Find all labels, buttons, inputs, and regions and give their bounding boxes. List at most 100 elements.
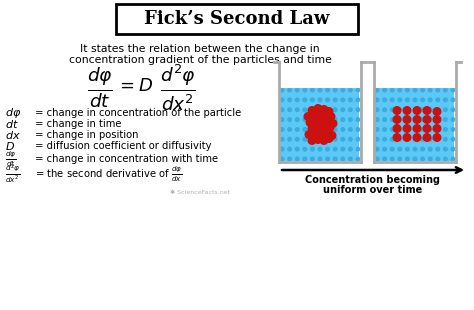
Text: $dt$: $dt$	[5, 118, 19, 130]
Circle shape	[433, 125, 441, 132]
Circle shape	[311, 130, 319, 137]
Circle shape	[421, 128, 424, 131]
Circle shape	[288, 157, 292, 161]
Circle shape	[398, 98, 401, 102]
Text: $dx$: $dx$	[5, 129, 21, 141]
Circle shape	[295, 138, 299, 141]
Circle shape	[333, 147, 337, 151]
Circle shape	[318, 138, 322, 141]
Circle shape	[436, 147, 439, 151]
Circle shape	[348, 108, 352, 112]
Circle shape	[391, 147, 394, 151]
Circle shape	[428, 108, 432, 112]
Circle shape	[316, 111, 324, 118]
Circle shape	[356, 157, 360, 161]
Circle shape	[288, 138, 292, 141]
Text: Concentration becoming: Concentration becoming	[306, 175, 440, 185]
Circle shape	[327, 113, 335, 120]
Circle shape	[348, 98, 352, 102]
Circle shape	[391, 138, 394, 141]
Circle shape	[406, 147, 409, 151]
Text: $= D$: $= D$	[117, 77, 154, 95]
Bar	[281, 87, 359, 161]
Circle shape	[303, 157, 307, 161]
Circle shape	[451, 138, 455, 141]
Circle shape	[391, 88, 394, 92]
Circle shape	[428, 118, 432, 122]
Circle shape	[444, 147, 447, 151]
Circle shape	[333, 157, 337, 161]
Circle shape	[280, 98, 284, 102]
Circle shape	[436, 157, 439, 161]
Circle shape	[356, 98, 360, 102]
Circle shape	[333, 118, 337, 122]
Text: It states the relation between the change in: It states the relation between the chang…	[80, 44, 320, 54]
Circle shape	[413, 134, 421, 141]
Circle shape	[433, 116, 441, 123]
Circle shape	[318, 157, 322, 161]
Circle shape	[383, 157, 386, 161]
Circle shape	[326, 118, 329, 122]
Circle shape	[406, 88, 409, 92]
Circle shape	[403, 116, 411, 123]
Circle shape	[356, 147, 360, 151]
Circle shape	[326, 108, 329, 112]
Circle shape	[398, 128, 401, 131]
Circle shape	[423, 134, 431, 141]
Circle shape	[398, 157, 401, 161]
Circle shape	[303, 108, 307, 112]
Circle shape	[391, 108, 394, 112]
Circle shape	[398, 88, 401, 92]
Circle shape	[329, 120, 337, 127]
Circle shape	[421, 138, 424, 141]
Circle shape	[333, 128, 337, 131]
Circle shape	[310, 108, 314, 112]
Circle shape	[320, 137, 328, 144]
Circle shape	[383, 88, 386, 92]
Circle shape	[423, 107, 431, 114]
Circle shape	[375, 138, 379, 141]
Circle shape	[348, 138, 352, 141]
Circle shape	[451, 128, 455, 131]
Circle shape	[383, 108, 386, 112]
Circle shape	[391, 128, 394, 131]
Circle shape	[436, 98, 439, 102]
Circle shape	[310, 112, 318, 119]
Circle shape	[288, 98, 292, 102]
Circle shape	[451, 147, 455, 151]
Circle shape	[436, 128, 439, 131]
Circle shape	[406, 98, 409, 102]
Circle shape	[320, 125, 328, 132]
Circle shape	[348, 147, 352, 151]
Circle shape	[421, 118, 424, 122]
Circle shape	[288, 88, 292, 92]
Circle shape	[341, 88, 345, 92]
Circle shape	[328, 132, 336, 139]
Circle shape	[428, 147, 432, 151]
Circle shape	[348, 128, 352, 131]
Circle shape	[451, 157, 455, 161]
Circle shape	[322, 112, 330, 119]
Circle shape	[413, 88, 417, 92]
Circle shape	[383, 128, 386, 131]
Text: ✱ ScienceFacts.net: ✱ ScienceFacts.net	[170, 189, 230, 194]
Circle shape	[375, 88, 379, 92]
Circle shape	[444, 108, 447, 112]
Circle shape	[375, 108, 379, 112]
Circle shape	[375, 147, 379, 151]
Circle shape	[295, 157, 299, 161]
Circle shape	[444, 128, 447, 131]
Circle shape	[280, 157, 284, 161]
Circle shape	[318, 98, 322, 102]
Circle shape	[428, 138, 432, 141]
Circle shape	[383, 138, 386, 141]
Circle shape	[303, 88, 307, 92]
Circle shape	[280, 138, 284, 141]
Circle shape	[423, 125, 431, 132]
Circle shape	[413, 108, 417, 112]
Circle shape	[310, 138, 314, 141]
Text: = change in time: = change in time	[32, 119, 121, 129]
Text: $D$: $D$	[5, 140, 15, 152]
Circle shape	[436, 118, 439, 122]
Circle shape	[428, 88, 432, 92]
